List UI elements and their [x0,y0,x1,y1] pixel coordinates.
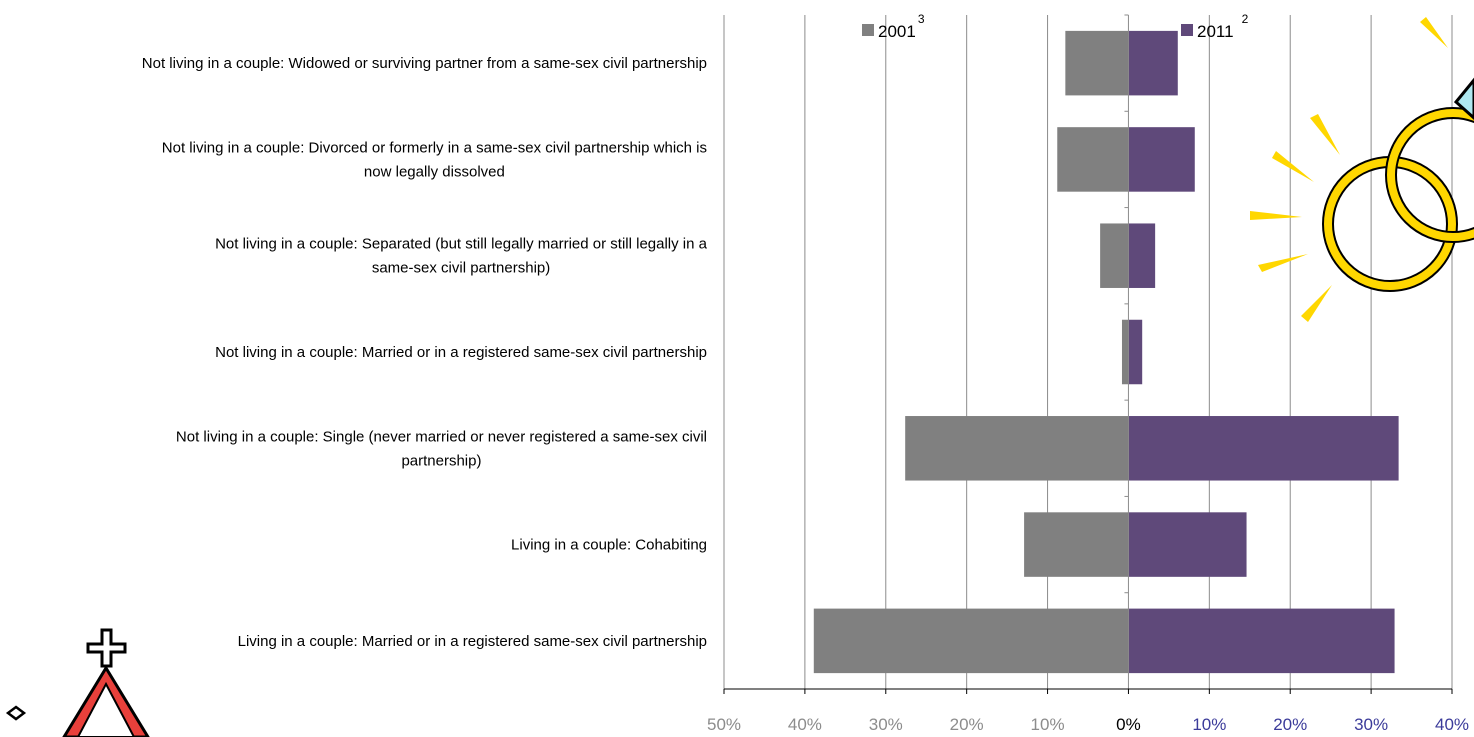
category-label: Not living in a couple: Single (never ma… [176,428,707,469]
bar-2011-5 [1128,127,1195,192]
bar-2001-4 [1100,223,1129,288]
x-tick-label: 30% [869,715,903,734]
bar-2011-3 [1128,319,1143,385]
gridlines [723,15,1453,689]
chapel-icon [62,628,150,737]
category-label: Living in a couple: Married or in a regi… [238,633,707,650]
legend-superscript: 3 [918,12,925,26]
x-tick-label: 20% [1273,715,1307,734]
x-tick-label: 50% [707,715,741,734]
bar-2001-5 [1057,127,1129,192]
category-label: Not living in a couple: Divorced or form… [162,139,707,180]
bar-2011-4 [1128,223,1156,288]
x-tick-label: 10% [1192,715,1226,734]
x-tick-label: 40% [788,715,822,734]
bars [813,30,1399,674]
category-label: Not living in a couple: Married or in a … [215,344,707,361]
bar-2001-3 [1121,319,1129,385]
legend-superscript: 2 [1242,12,1249,26]
category-label: Living in a couple: Cohabiting [511,537,707,554]
wedding-rings-icon [1250,17,1474,322]
bar-2011-6 [1128,30,1178,96]
category-label: Not living in a couple: Widowed or survi… [142,55,707,72]
x-tick-label: 30% [1354,715,1388,734]
bar-2001-6 [1065,30,1129,96]
tick-labels: 50% 40% 30% 20% 10% 0% 10% 20% 30% 40% [707,715,1469,734]
bar-2011-0 [1128,608,1395,674]
x-tick-label: 10% [1031,715,1065,734]
bar-2001-2 [905,416,1129,481]
category-labels: Living in a couple: Married or in a regi… [142,55,708,650]
category-label: Not living in a couple: Separated (but s… [215,236,708,277]
legend-swatch [1181,24,1193,36]
x-tick-label: 40% [1435,715,1469,734]
legend-swatch [862,24,874,36]
legend-label: 2011 [1197,22,1234,41]
diamond-icon [5,705,27,721]
bar-2001-0 [813,608,1129,674]
axes [723,14,1453,694]
x-tick-label: 20% [950,715,984,734]
bar-2001-1 [1024,512,1129,577]
legend-label: 2001 [878,22,916,41]
bar-2011-2 [1128,416,1399,481]
x-tick-label: 0% [1116,715,1141,734]
bar-2011-1 [1128,512,1247,577]
